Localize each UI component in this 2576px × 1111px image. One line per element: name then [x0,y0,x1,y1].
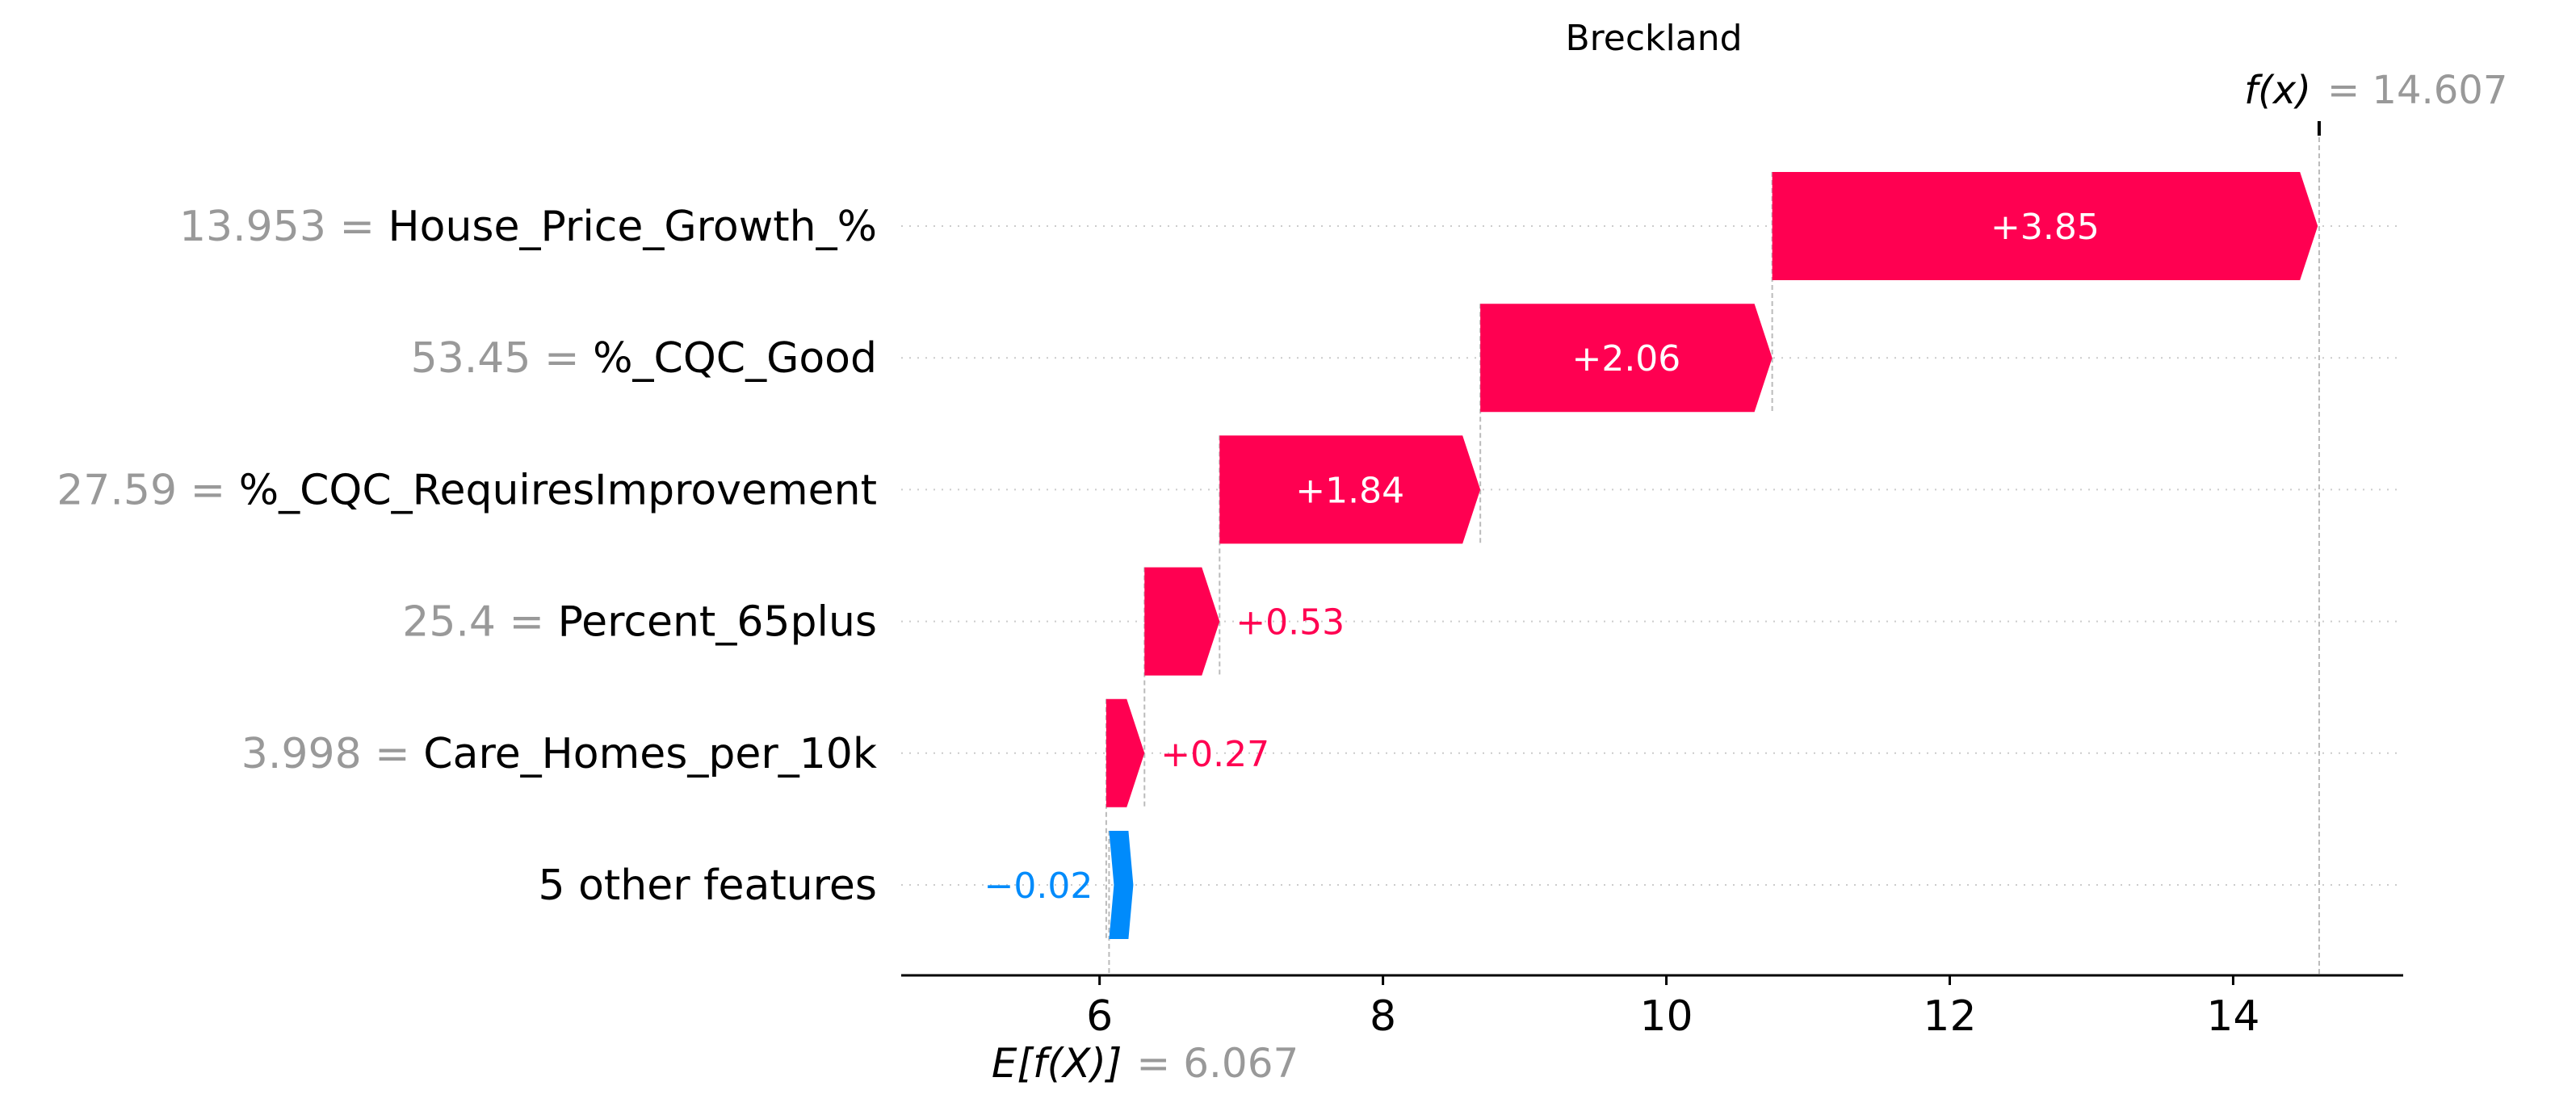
feature-name: Care_Homes_per_10k [423,730,877,778]
base-value-label: E[f(X)] [992,1040,1122,1087]
feature-label: 5 other features [538,862,877,910]
x-tick-label: 12 [1923,992,1976,1041]
x-tick-label: 8 [1370,992,1396,1041]
bar-negative [1109,831,1134,939]
feature-value: 27.59 = [57,466,239,514]
contribution-label: +0.53 [1236,602,1345,644]
feature-value: 53.45 = [411,334,594,383]
contribution-label: +3.85 [1991,207,2100,248]
bar-positive [1144,567,1220,676]
feature-name: House_Price_Growth_% [388,203,877,251]
bar-positive [1105,698,1145,807]
x-tick-label: 14 [2206,992,2259,1041]
contribution-label: +2.06 [1571,338,1680,379]
contribution-label: +0.27 [1160,734,1269,775]
feature-label: 13.953 = House_Price_Growth_% [179,203,877,251]
output-value-text: = 14.607 [2327,68,2507,113]
bar-positive [1772,172,2318,280]
contribution-label: −0.02 [984,866,1093,907]
feature-name: 5 other features [538,862,877,910]
feature-label: 25.4 = Percent_65plus [402,598,877,647]
output-value-label: f(x) [2244,68,2311,113]
contribution-label: +1.84 [1295,470,1404,511]
feature-label: 3.998 = Care_Homes_per_10k [241,730,877,778]
x-tick-label: 10 [1639,992,1693,1041]
base-value-text: = 6.067 [1136,1040,1298,1087]
feature-label: 53.45 = %_CQC_Good [411,334,877,383]
feature-value: 13.953 = [179,203,388,251]
feature-name: Percent_65plus [558,598,877,647]
feature-name: %_CQC_RequiresImprovement [239,466,877,514]
feature-label: 27.59 = %_CQC_RequiresImprovement [57,466,877,514]
chart-title: Breckland [1565,18,1742,59]
x-tick-label: 6 [1086,992,1113,1041]
feature-name: %_CQC_Good [593,334,877,383]
bar-positive [1480,304,1773,413]
bar-positive [1219,435,1481,544]
feature-value: 3.998 = [241,730,424,778]
feature-value: 25.4 = [402,598,557,647]
